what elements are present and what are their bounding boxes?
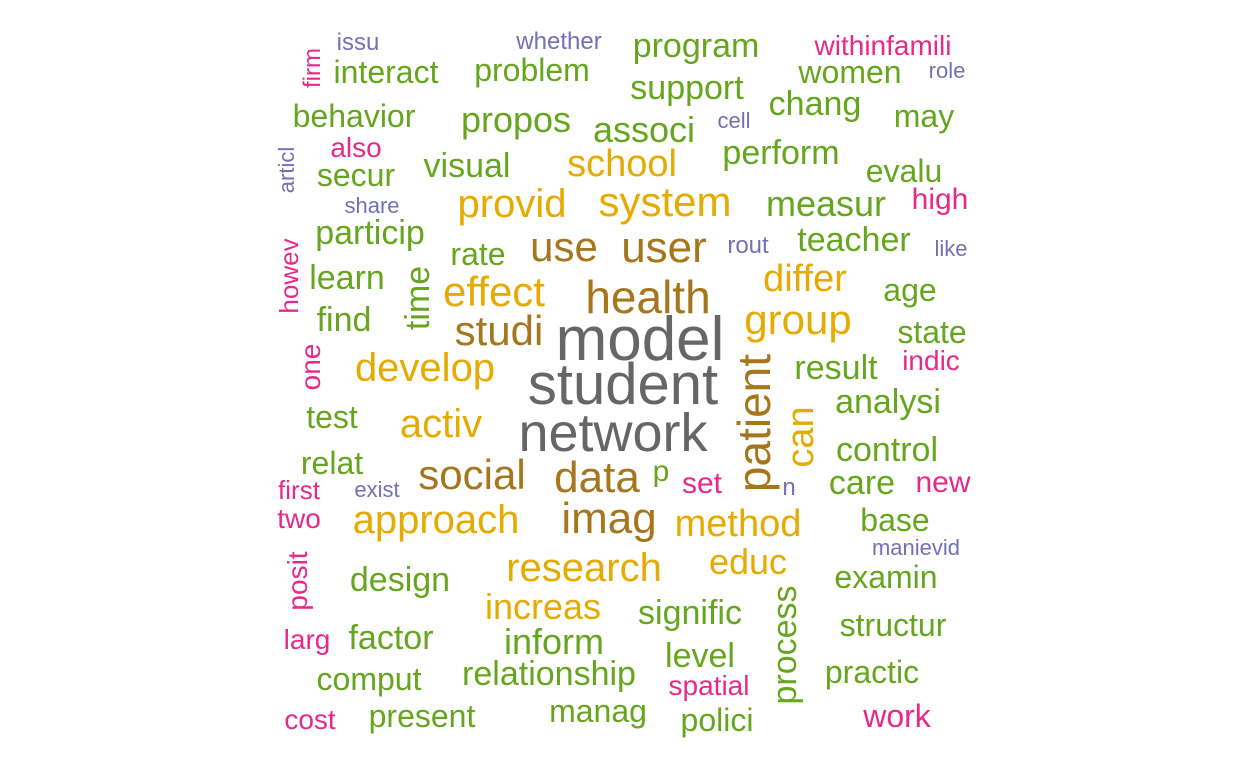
word-result: result — [794, 349, 878, 387]
word-practic: practic — [824, 654, 920, 690]
word-work: work — [863, 698, 931, 734]
word-two: two — [277, 503, 321, 534]
word-set: set — [681, 467, 723, 500]
word-relationship: relationship — [462, 655, 636, 693]
word-examin: examin — [834, 559, 938, 595]
word-exist: exist — [354, 477, 400, 502]
word-can: can — [780, 406, 822, 468]
word-firm: firm — [299, 48, 326, 88]
word-test: test — [306, 399, 358, 435]
word-increas: increas — [484, 586, 602, 627]
word-activ: activ — [399, 402, 483, 446]
word-studi: studi — [454, 307, 544, 354]
word-use: use — [530, 223, 598, 270]
word-control: control — [835, 431, 939, 469]
word-model: model — [555, 305, 725, 374]
word-also: also — [330, 132, 382, 163]
word-articl: articl — [274, 146, 299, 194]
word-posit: posit — [282, 551, 313, 611]
word-social: social — [418, 451, 526, 498]
word-larg: larg — [283, 624, 331, 655]
word-spatial: spatial — [668, 670, 750, 701]
word-rate: rate — [450, 236, 506, 272]
word-group: group — [744, 296, 852, 343]
word-school: school — [567, 143, 677, 185]
word-process: process — [766, 585, 804, 705]
word-user: user — [621, 223, 707, 272]
word-differ: differ — [763, 258, 847, 300]
word-research: research — [506, 546, 662, 590]
word-women: women — [798, 54, 902, 90]
word-one: one — [295, 343, 326, 391]
word-cell: cell — [717, 108, 751, 133]
word-measur: measur — [765, 183, 887, 224]
word-n: n — [782, 474, 796, 501]
word-visual: visual — [423, 147, 511, 185]
word-patient: patient — [728, 353, 780, 493]
word-provid: provid — [457, 182, 567, 226]
word-manievid: manievid — [871, 535, 961, 560]
word-new: new — [915, 466, 971, 499]
word-approach: approach — [352, 498, 520, 542]
word-support: support — [630, 69, 744, 107]
word-teacher: teacher — [797, 221, 911, 259]
word-behavior: behavior — [292, 98, 416, 134]
word-particip: particip — [315, 214, 425, 252]
word-factor: factor — [348, 619, 434, 657]
word-indic: indic — [902, 345, 960, 376]
word-develop: develop — [354, 346, 496, 390]
word-may: may — [893, 98, 955, 134]
word-polici: polici — [680, 702, 754, 738]
word-problem: problem — [474, 52, 590, 88]
word-state: state — [897, 314, 967, 350]
word-like: like — [934, 236, 968, 261]
word-educ: educ — [708, 541, 788, 582]
word-associ: associ — [592, 109, 696, 150]
word-evalu: evalu — [865, 153, 943, 189]
word-learn: learn — [309, 259, 385, 297]
word-issu: issu — [336, 29, 380, 56]
word-inform: inform — [503, 621, 605, 662]
word-rout: rout — [727, 232, 769, 259]
word-student: student — [527, 352, 719, 417]
word-howev: howev — [274, 238, 304, 314]
word-time: time — [399, 265, 437, 331]
word-signific: signific — [638, 594, 742, 632]
word-cost: cost — [284, 704, 336, 735]
word-system: system — [598, 178, 732, 225]
word-perform: perform — [722, 134, 840, 172]
word-comput: comput — [316, 661, 422, 697]
word-manag: manag — [549, 693, 647, 729]
word-withinfamili: withinfamili — [814, 30, 952, 61]
word-first: first — [278, 475, 320, 505]
word-whether: whether — [516, 28, 602, 55]
word-program: program — [632, 27, 760, 65]
word-level: level — [665, 637, 735, 675]
word-p: p — [652, 455, 670, 488]
word-find: find — [316, 301, 372, 339]
word-design: design — [349, 561, 451, 599]
word-imag: imag — [561, 494, 657, 543]
word-relat: relat — [300, 445, 364, 481]
word-present: present — [368, 698, 476, 734]
word-chang: chang — [768, 85, 862, 123]
word-high: high — [911, 183, 969, 216]
word-propos: propos — [460, 99, 572, 140]
word-effect: effect — [443, 268, 545, 315]
word-data: data — [554, 453, 640, 502]
word-network: network — [518, 403, 708, 463]
word-role: role — [928, 58, 966, 83]
word-base: base — [860, 502, 930, 538]
word-interact: interact — [333, 54, 439, 90]
word-age: age — [883, 272, 937, 308]
word-share: share — [344, 193, 400, 218]
word-structur: structur — [839, 607, 947, 643]
word-secur: secur — [316, 157, 396, 193]
word-care: care — [828, 464, 896, 502]
word-analysi: analysi — [835, 383, 941, 421]
word-health: health — [585, 271, 711, 323]
word-method: method — [674, 503, 802, 545]
